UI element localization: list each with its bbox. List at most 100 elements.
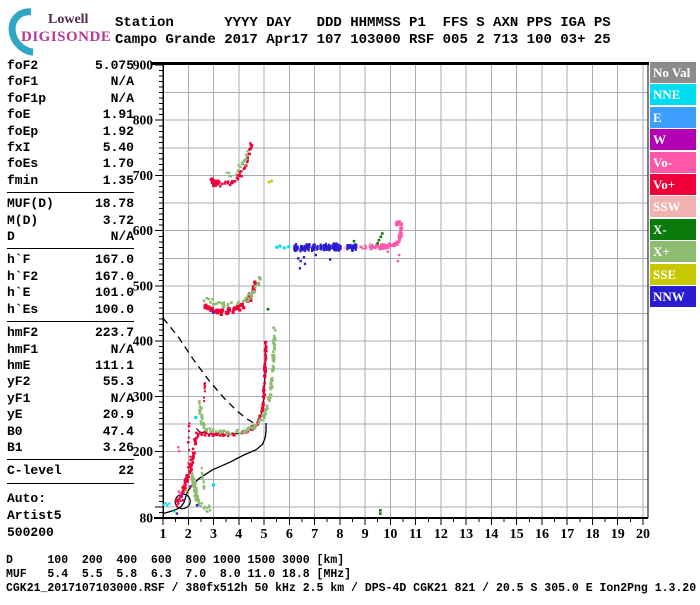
- muf-row: MUF 5.4 5.5 5.8 6.3 7.0 8.0 11.0 18.8 [M…: [6, 568, 352, 581]
- header-column-titles: Station YYYY DAY DDD HHMMSS P1 FFS S AXN…: [115, 15, 611, 31]
- legend-item-Vo+: Vo+: [650, 173, 696, 195]
- file-info-line: CGK21_2017107103000.RSF / 380fx512h 50 k…: [6, 582, 697, 595]
- param-value: 5.40: [102, 140, 134, 156]
- param-value: N/A: [110, 341, 134, 357]
- param-value: 111.1: [94, 357, 134, 373]
- svg-text:80: 80: [140, 511, 154, 526]
- logo-text-lowell: Lowell: [48, 12, 89, 27]
- svg-text:1: 1: [160, 527, 167, 542]
- param-label: h`F: [7, 252, 31, 268]
- svg-text:8: 8: [336, 527, 343, 542]
- param-label: fmin: [7, 172, 39, 188]
- param-value: N/A: [110, 229, 134, 245]
- svg-text:18: 18: [585, 527, 599, 542]
- svg-text:4: 4: [235, 527, 242, 542]
- param-row-hmF2: hmF2 223.7: [7, 325, 134, 341]
- param-row-MUF(D): MUF(D) 18.78: [7, 196, 134, 212]
- legend-item-NNE: NNE: [650, 84, 696, 106]
- param-row-h`Es: h`Es 100.0: [7, 302, 134, 318]
- svg-text:500: 500: [133, 278, 154, 293]
- param-value: N/A: [110, 390, 134, 406]
- svg-text:700: 700: [133, 168, 154, 183]
- param-value: N/A: [110, 74, 134, 90]
- param-value: 223.7: [94, 325, 134, 341]
- header-station-values: Campo Grande 2017 Apr17 107 103000 RSF 0…: [115, 32, 611, 48]
- param-row-foEs: foEs 1.70: [7, 156, 134, 172]
- legend-item-NNW: NNW: [650, 285, 696, 307]
- param-value: N/A: [110, 90, 134, 106]
- distance-row: D 100 200 400 600 800 1000 1500 3000 [km…: [6, 554, 345, 567]
- param-label: yE: [7, 407, 23, 423]
- param-row-yF1: yF1 N/A: [7, 391, 134, 407]
- param-label: yF1: [7, 390, 31, 406]
- svg-text:200: 200: [133, 444, 154, 459]
- param-label: h`F2: [7, 268, 39, 284]
- param-label: foEs: [7, 156, 39, 172]
- param-label: foF1: [7, 74, 39, 90]
- param-value: 167.0: [94, 252, 134, 268]
- param-value: 18.78: [94, 196, 134, 212]
- param-value: 3.26: [102, 439, 134, 455]
- param-label: foF2: [7, 58, 39, 73]
- param-row-yF2: yF2 55.3: [7, 374, 134, 390]
- legend-item-X+: X+: [650, 241, 696, 263]
- legend-item-SSE: SSE: [650, 263, 696, 285]
- param-row-B1: B1 3.26: [7, 440, 134, 456]
- logo-text-digisonde: DIGISONDE: [21, 29, 112, 45]
- param-value: 20.9: [102, 407, 134, 423]
- svg-text:2: 2: [185, 527, 192, 542]
- svg-text:5: 5: [261, 527, 268, 542]
- footer-block: D 100 200 400 600 800 1000 1500 3000 [km…: [6, 554, 700, 596]
- legend-item-X-: X-: [650, 218, 696, 240]
- legend-item-SSW: SSW: [650, 196, 696, 218]
- param-row-M(D): M(D) 3.72: [7, 213, 134, 229]
- param-row-D: D N/A: [7, 229, 134, 245]
- param-value: 22: [118, 463, 134, 479]
- svg-text:17: 17: [560, 527, 574, 542]
- param-row-C-level: C-level 22: [7, 463, 134, 479]
- param-label: yF2: [7, 374, 31, 390]
- param-row-foF1p: foF1p N/A: [7, 91, 134, 107]
- svg-text:16: 16: [535, 527, 549, 542]
- param-row-hmF1: hmF1 N/A: [7, 342, 134, 358]
- param-row-foF1: foF1 N/A: [7, 74, 134, 90]
- auto-info-line: Auto:: [7, 490, 47, 506]
- svg-text:9: 9: [362, 527, 369, 542]
- svg-text:600: 600: [133, 223, 154, 238]
- param-label: B0: [7, 423, 23, 439]
- lowell-digisonde-logo: Lowell DIGISONDE: [0, 0, 118, 66]
- legend-item-NoVal: No Val: [650, 62, 696, 83]
- param-group: C-level 22: [7, 462, 134, 484]
- doppler-direction-legend: No Val NNE E W Vo- Vo+ SSW X- X+ SSE NNW: [650, 62, 696, 308]
- param-value: 1.35: [102, 172, 134, 188]
- param-value: 167.0: [94, 268, 134, 284]
- param-row-h`F: h`F 167.0: [7, 252, 134, 268]
- svg-text:300: 300: [133, 389, 154, 404]
- svg-text:900: 900: [133, 58, 154, 73]
- param-row-foF2: foF2 5.075: [7, 58, 134, 74]
- param-row-B0: B0 47.4: [7, 424, 134, 440]
- param-label: MUF(D): [7, 196, 54, 212]
- param-row-h`E: h`E 101.0: [7, 285, 134, 301]
- param-row-fmin: fmin 1.35: [7, 173, 134, 189]
- legend-item-E: E: [650, 106, 696, 128]
- param-row-h`F2: h`F2 167.0: [7, 269, 134, 285]
- param-label: C-level: [7, 463, 62, 479]
- param-value: 3.72: [102, 212, 134, 228]
- legend-item-W: W: [650, 129, 696, 151]
- legend-item-Vo-: Vo-: [650, 151, 696, 173]
- param-label: h`E: [7, 285, 31, 301]
- param-group: MUF(D) 18.78 M(D) 3.72 D N/A: [7, 195, 134, 250]
- auto-info-line: Artist5: [7, 507, 62, 523]
- svg-text:19: 19: [611, 527, 625, 542]
- param-label: foEp: [7, 123, 39, 139]
- param-label: fxI: [7, 140, 31, 156]
- param-label: M(D): [7, 212, 39, 228]
- param-label: hmE: [7, 357, 31, 373]
- param-row-fxI: fxI 5.40: [7, 140, 134, 156]
- auto-info-line: 500200: [7, 524, 54, 540]
- param-label: hmF2: [7, 325, 39, 341]
- autoscaling-info: Auto: Artist5 500200: [7, 490, 134, 541]
